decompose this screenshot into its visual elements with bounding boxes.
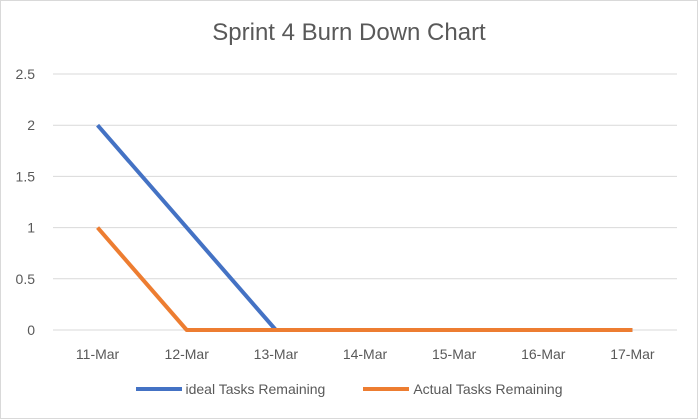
x-tick-label: 13-Mar (254, 346, 299, 362)
y-tick-label: 2.5 (16, 66, 36, 82)
x-tick-label: 17-Mar (610, 346, 655, 362)
y-tick-label: 2 (27, 117, 35, 133)
chart-title: Sprint 4 Burn Down Chart (212, 19, 486, 46)
y-tick-label: 1 (27, 220, 35, 236)
y-tick-label: 1.5 (16, 168, 36, 184)
y-tick-label: 0 (27, 322, 35, 338)
legend-label-actual: Actual Tasks Remaining (413, 381, 563, 397)
x-tick-label: 16-Mar (521, 346, 566, 362)
legend-item-actual: Actual Tasks Remaining (363, 381, 562, 397)
series-line-actual (96, 226, 633, 332)
legend-item-ideal: ideal Tasks Remaining (135, 381, 326, 397)
x-tick-label: 15-Mar (432, 346, 477, 362)
y-tick-label: 0.5 (16, 271, 36, 287)
legend-swatch-actual (363, 387, 410, 391)
legend-label-ideal: ideal Tasks Remaining (185, 381, 326, 397)
x-tick-label: 12-Mar (165, 346, 210, 362)
legend-swatch-ideal (135, 387, 182, 391)
x-tick-label: 14-Mar (343, 346, 388, 362)
chart-legend: ideal Tasks Remaining Actual Tasks Remai… (1, 381, 697, 397)
x-tick-label: 11-Mar (76, 346, 120, 362)
